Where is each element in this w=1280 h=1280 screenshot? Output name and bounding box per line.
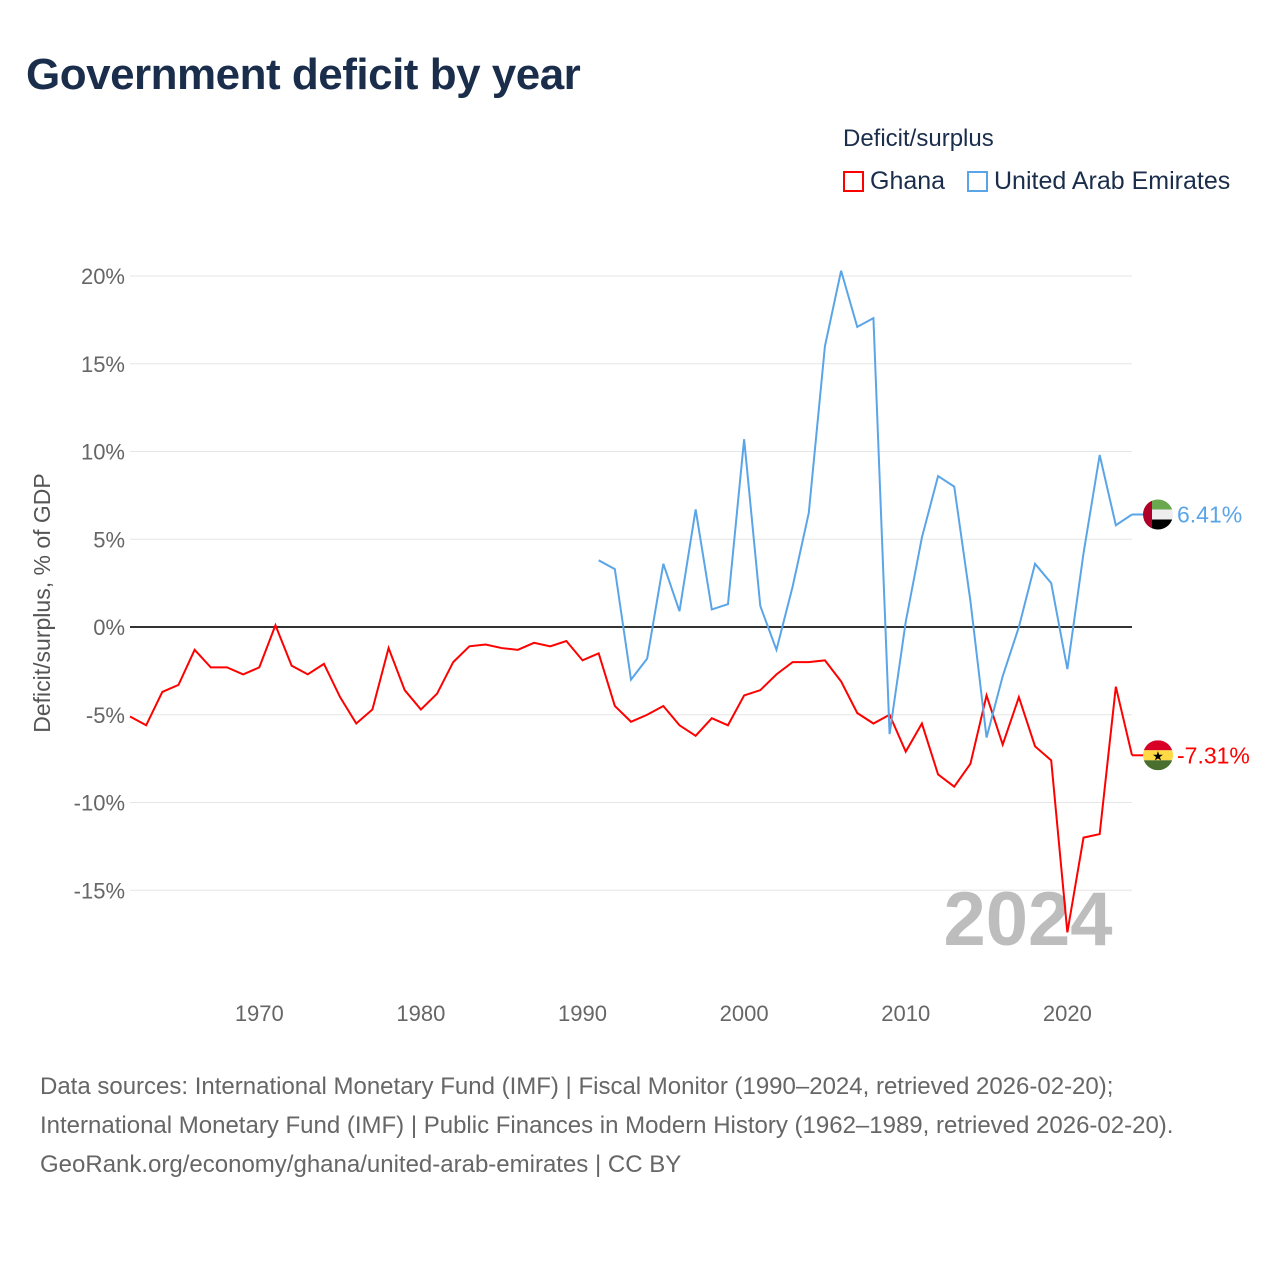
- svg-text:★: ★: [1152, 748, 1164, 763]
- x-tick-label: 2010: [881, 1001, 930, 1026]
- ghana-flag-icon: ★: [1143, 740, 1173, 771]
- source-notes: Data sources: International Monetary Fun…: [40, 1067, 1240, 1184]
- legend-swatch: [843, 171, 864, 192]
- plot-area: Deficit/surplus, % of GDP 2024 20% 15% 10%…: [29, 264, 1250, 1026]
- x-tick-label: 1990: [558, 1001, 607, 1026]
- x-tick-label: 2000: [720, 1001, 769, 1026]
- legend-item-ghana[interactable]: Ghana: [843, 167, 945, 196]
- uae-flag-icon: [1143, 499, 1173, 530]
- chart-title: Government deficit by year: [26, 50, 581, 99]
- legend-title: Deficit/surplus: [843, 125, 994, 152]
- legend-label: Ghana: [870, 167, 946, 195]
- x-tick-label: 2020: [1043, 1001, 1092, 1026]
- series-line-uae: [598, 270, 1133, 738]
- source-url[interactable]: GeoRank.org/economy/ghana/united-arab-em…: [40, 1151, 682, 1178]
- end-value-label: 6.41%: [1177, 502, 1242, 528]
- y-tick-label: 5%: [93, 527, 125, 552]
- y-tick-label: -5%: [86, 703, 125, 728]
- y-tick-label: 20%: [81, 264, 125, 289]
- x-tick-label: 1980: [396, 1001, 445, 1026]
- y-tick-label: 10%: [81, 440, 125, 465]
- y-tick-label: 0%: [93, 615, 125, 640]
- y-tick-label: -15%: [74, 878, 125, 903]
- series-line-ghana: [129, 622, 1133, 933]
- y-tick-label: -10%: [74, 791, 125, 816]
- legend-item-uae[interactable]: United Arab Emirates: [967, 167, 1230, 196]
- year-watermark: 2024: [943, 877, 1112, 962]
- legend-swatch: [967, 171, 988, 192]
- legend-label: United Arab Emirates: [994, 167, 1231, 195]
- end-value-label: -7.31%: [1177, 742, 1250, 768]
- x-tick-label: 1970: [235, 1001, 284, 1026]
- data-sources: Data sources: International Monetary Fun…: [40, 1073, 1174, 1139]
- y-tick-label: 15%: [81, 352, 125, 377]
- y-axis-label: Deficit/surplus, % of GDP: [29, 473, 55, 732]
